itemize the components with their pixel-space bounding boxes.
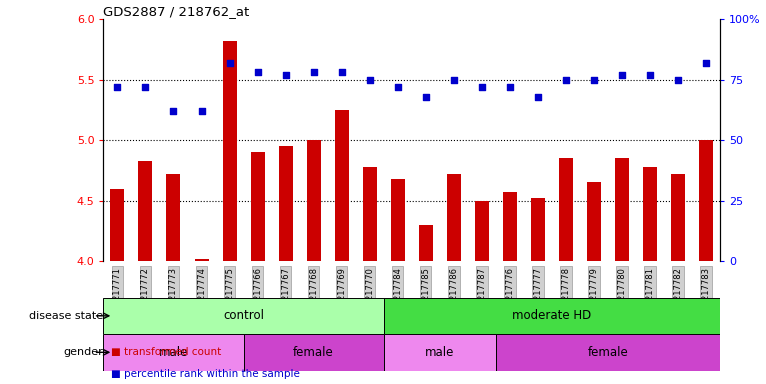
Bar: [447, 174, 461, 261]
Bar: [384, 298, 720, 334]
Point: [280, 72, 292, 78]
Text: female: female: [293, 346, 334, 359]
Text: disease state: disease state: [29, 311, 103, 321]
Point: [476, 84, 488, 90]
Bar: [384, 334, 496, 371]
Text: ■ percentile rank within the sample: ■ percentile rank within the sample: [111, 369, 300, 379]
Bar: [419, 225, 433, 261]
Bar: [475, 201, 489, 261]
Point: [251, 70, 264, 76]
Bar: [335, 110, 349, 261]
Point: [224, 60, 236, 66]
Bar: [699, 140, 713, 261]
Text: control: control: [223, 310, 264, 322]
Point: [307, 70, 319, 76]
Point: [447, 77, 460, 83]
Bar: [244, 334, 384, 371]
Bar: [615, 158, 629, 261]
Point: [139, 84, 152, 90]
Text: ■ transformed count: ■ transformed count: [111, 346, 221, 357]
Point: [504, 84, 516, 90]
Point: [195, 108, 208, 114]
Point: [532, 94, 544, 100]
Bar: [195, 259, 208, 261]
Bar: [671, 174, 685, 261]
Point: [167, 108, 179, 114]
Text: male: male: [425, 346, 454, 359]
Bar: [391, 179, 404, 261]
Point: [336, 70, 348, 76]
Bar: [139, 161, 152, 261]
Text: gender: gender: [64, 347, 103, 358]
Text: male: male: [159, 346, 188, 359]
Bar: [559, 158, 573, 261]
Bar: [166, 174, 181, 261]
Text: female: female: [588, 346, 628, 359]
Bar: [306, 140, 321, 261]
Point: [364, 77, 376, 83]
Text: moderate HD: moderate HD: [512, 310, 591, 322]
Point: [644, 72, 656, 78]
Bar: [103, 334, 244, 371]
Bar: [496, 334, 720, 371]
Bar: [643, 167, 657, 261]
Point: [700, 60, 712, 66]
Point: [111, 84, 123, 90]
Bar: [502, 192, 517, 261]
Point: [588, 77, 600, 83]
Bar: [250, 152, 264, 261]
Bar: [587, 182, 601, 261]
Point: [420, 94, 432, 100]
Bar: [110, 189, 124, 261]
Bar: [103, 298, 384, 334]
Point: [672, 77, 684, 83]
Bar: [531, 198, 545, 261]
Point: [560, 77, 572, 83]
Point: [616, 72, 628, 78]
Point: [391, 84, 404, 90]
Bar: [279, 146, 293, 261]
Bar: [223, 41, 237, 261]
Text: GDS2887 / 218762_at: GDS2887 / 218762_at: [103, 5, 250, 18]
Bar: [362, 167, 377, 261]
